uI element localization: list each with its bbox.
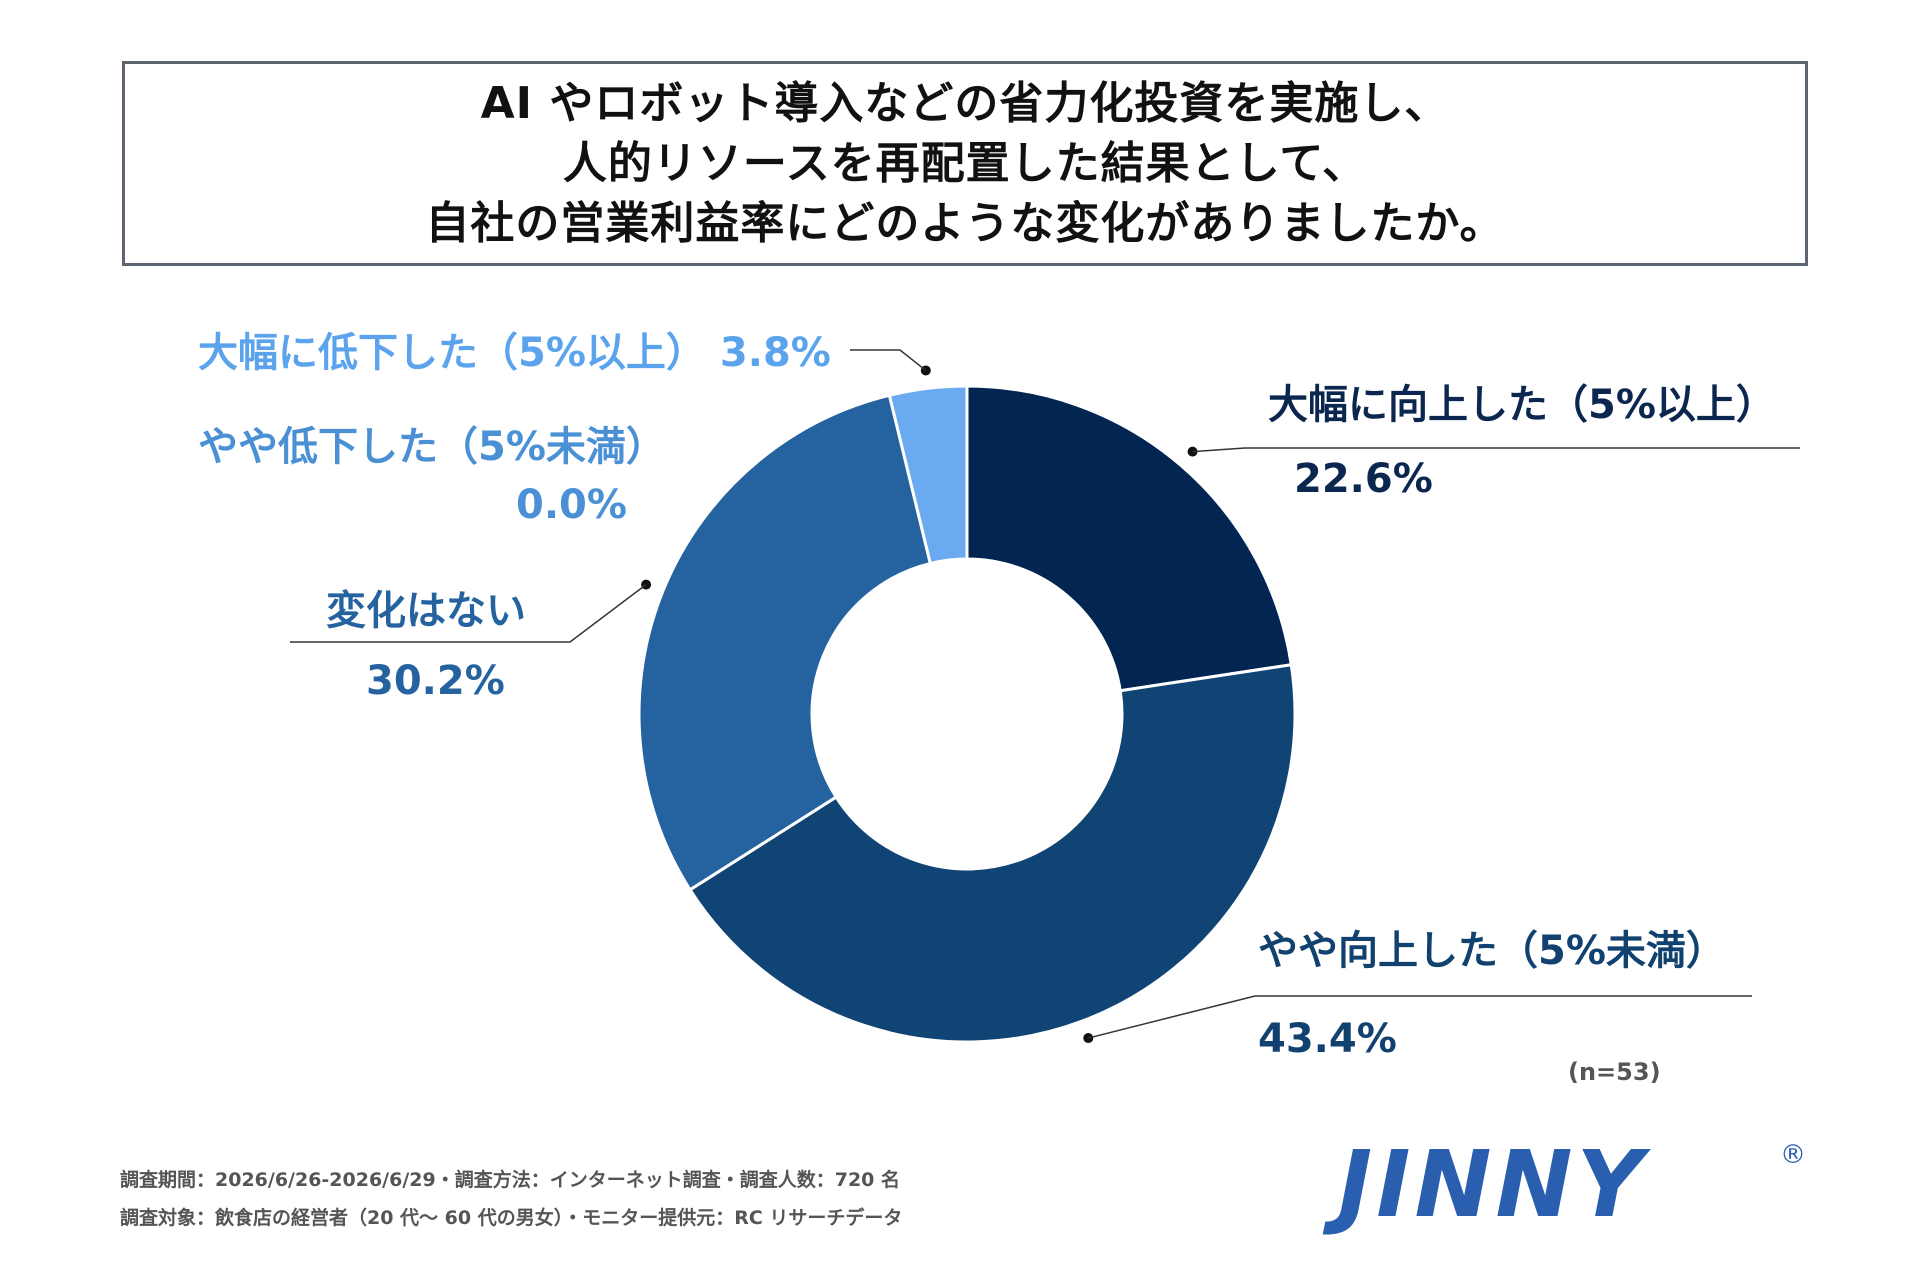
label-value-no-change: 30.2% bbox=[366, 658, 505, 704]
slice-large-increase bbox=[965, 384, 1293, 693]
label-large-decrease: 大幅に低下した（5%以上） 3.8% bbox=[198, 330, 831, 376]
label-category-no-change: 変化はない bbox=[326, 588, 526, 634]
registered-mark: ® bbox=[1780, 1140, 1806, 1170]
label-value-large-decrease: 3.8% bbox=[720, 330, 831, 376]
title-box: AI やロボット導入などの省力化投資を実施し、 人的リソースを再配置した結果とし… bbox=[122, 61, 1808, 266]
label-category-large-increase: 大幅に向上した（5%以上） bbox=[1268, 382, 1776, 428]
leader-line-large-increase bbox=[1192, 447, 1800, 453]
title-line-2: 人的リソースを再配置した結果として、 bbox=[562, 137, 1368, 189]
label-category-slight-decrease: やや低下した（5%未満） bbox=[198, 424, 666, 470]
leader-line-large-decrease bbox=[850, 349, 927, 372]
slice-no-change bbox=[637, 393, 933, 892]
title-line-3: 自社の営業利益率にどのような変化がありましたか。 bbox=[425, 197, 1505, 249]
jinny-logo: JINNY bbox=[1338, 1131, 1648, 1238]
leader-line-no-change bbox=[290, 584, 647, 643]
label-value-slight-decrease: 0.0% bbox=[516, 482, 627, 528]
title-line-1: AI やロボット導入などの省力化投資を実施し、 bbox=[480, 77, 1450, 129]
slice-large-decrease bbox=[887, 384, 969, 566]
label-category-slight-increase: やや向上した（5%未満） bbox=[1258, 928, 1726, 974]
sample-size: (n=53) bbox=[1568, 1058, 1661, 1086]
slice-slight-increase bbox=[687, 663, 1297, 1044]
leader-line-slight-increase bbox=[1088, 995, 1752, 1039]
label-value-large-increase: 22.6% bbox=[1294, 456, 1433, 502]
label-value-slight-increase: 43.4% bbox=[1258, 1016, 1397, 1062]
label-category-large-decrease: 大幅に低下した（5%以上） bbox=[198, 330, 706, 376]
footer-survey-period: 調査期間：2026/6/26-2026/6/29・調査方法：インターネット調査・… bbox=[120, 1169, 901, 1191]
footer-survey-target: 調査対象：飲食店の経営者（20 代〜 60 代の男女）・モニター提供元：RC リ… bbox=[120, 1207, 903, 1229]
